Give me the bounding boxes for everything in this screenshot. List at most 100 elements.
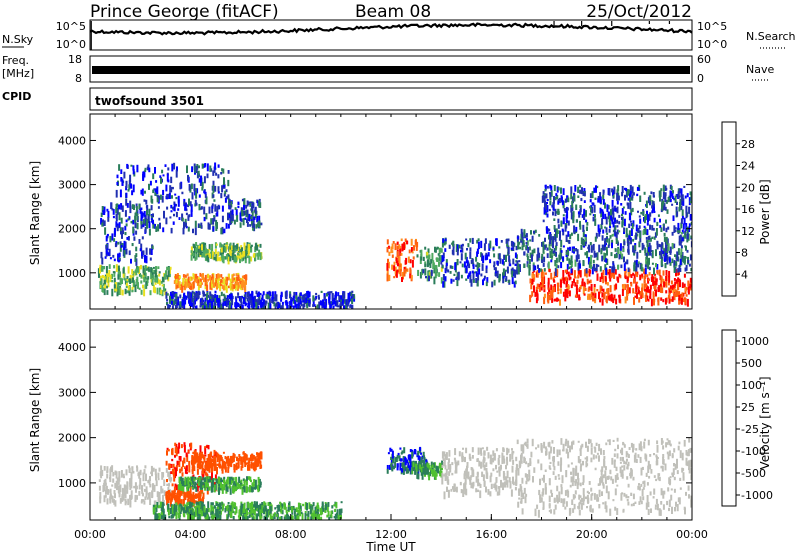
power-cell	[480, 241, 482, 248]
velocity-cell	[241, 484, 243, 486]
beam-title: Beam 08	[355, 2, 431, 22]
power-cell	[189, 184, 191, 191]
velocity-cell	[225, 467, 227, 473]
power-cell	[627, 289, 629, 294]
velocity-cell	[118, 482, 120, 485]
power-cell	[201, 244, 203, 250]
power-cell	[482, 256, 484, 264]
power-cell	[252, 223, 254, 228]
velocity-cell	[195, 486, 197, 492]
velocity-cell	[227, 477, 229, 485]
power-cell	[683, 186, 685, 188]
power-cell	[135, 253, 137, 257]
velocity-cell	[680, 487, 682, 489]
power-cell	[559, 289, 561, 291]
power-cell	[151, 196, 153, 203]
velocity-cell	[246, 476, 248, 481]
power-cell	[620, 265, 622, 269]
power-cell	[435, 269, 437, 273]
power-cell	[272, 291, 274, 299]
power-cell	[611, 243, 613, 249]
power-cell	[142, 285, 144, 289]
power-cell	[588, 288, 590, 292]
power-cell	[430, 259, 432, 264]
power-cell	[442, 239, 444, 243]
power-cell	[489, 259, 491, 263]
power-cell	[512, 259, 514, 265]
power-cell	[139, 288, 141, 290]
velocity-cell	[136, 486, 138, 490]
power-cell	[549, 201, 551, 206]
velocity-cell	[184, 445, 186, 453]
power-cell	[686, 294, 688, 297]
power-cell	[591, 245, 593, 253]
power-cell	[567, 198, 569, 203]
power-cell	[253, 253, 255, 258]
power-cell	[117, 242, 119, 245]
velocity-cell	[100, 465, 102, 470]
power-cell	[136, 165, 138, 173]
velocity-cell	[212, 486, 214, 492]
velocity-cell	[683, 476, 685, 480]
power-cell	[566, 252, 568, 255]
velocity-cell	[451, 462, 453, 465]
power-cell	[162, 196, 164, 203]
power-cell	[533, 231, 535, 234]
power-cell	[136, 206, 138, 212]
power-cell	[590, 280, 592, 284]
power-cell	[555, 209, 557, 216]
power-cell	[254, 217, 256, 220]
power-cell	[449, 245, 451, 249]
velocity-cell	[260, 465, 262, 469]
power-cell	[400, 269, 402, 277]
power-cell	[664, 237, 666, 242]
power-cell	[644, 276, 646, 284]
velocity-cell	[570, 485, 572, 488]
velocity-cell	[115, 471, 117, 476]
velocity-cell	[205, 462, 207, 465]
velocity-cell	[127, 499, 129, 505]
velocity-cell	[671, 507, 673, 514]
velocity-cell	[445, 473, 447, 478]
velocity-cell	[478, 448, 480, 455]
power-cell	[219, 244, 221, 247]
power-cell	[615, 284, 617, 290]
velocity-cell	[466, 469, 468, 476]
power-cell	[632, 186, 634, 193]
power-cell	[640, 212, 642, 215]
power-cell	[610, 235, 612, 239]
power-cell	[651, 237, 653, 239]
power-cell	[204, 217, 206, 221]
power-cell	[515, 281, 517, 285]
power-cell	[136, 277, 138, 283]
velocity-cell	[656, 440, 658, 444]
power-cell	[493, 265, 495, 267]
velocity-cell	[125, 485, 127, 489]
power-cell	[624, 263, 626, 271]
power-cell	[260, 244, 262, 248]
power-cell	[622, 289, 624, 296]
y-tick-label: 3000	[58, 179, 86, 192]
power-cell	[232, 209, 234, 214]
power-cell	[671, 281, 673, 285]
power-cell	[650, 245, 652, 252]
power-cell	[352, 294, 354, 299]
power-cell	[505, 255, 507, 262]
velocity-cell	[210, 458, 212, 462]
power-cell	[161, 170, 163, 174]
power-cell	[349, 305, 351, 308]
velocity-cell	[197, 454, 199, 461]
power-cell	[394, 262, 396, 266]
power-cell	[573, 199, 575, 202]
power-cell	[540, 268, 542, 271]
power-cell	[612, 234, 614, 237]
power-cell	[486, 266, 488, 269]
power-cell	[674, 278, 676, 281]
power-cell	[589, 270, 591, 274]
power-cell	[386, 263, 388, 271]
power-cell	[113, 274, 115, 277]
velocity-cell	[469, 481, 471, 485]
power-cell	[191, 253, 193, 255]
power-cell	[249, 224, 251, 227]
velocity-cell	[197, 463, 199, 468]
